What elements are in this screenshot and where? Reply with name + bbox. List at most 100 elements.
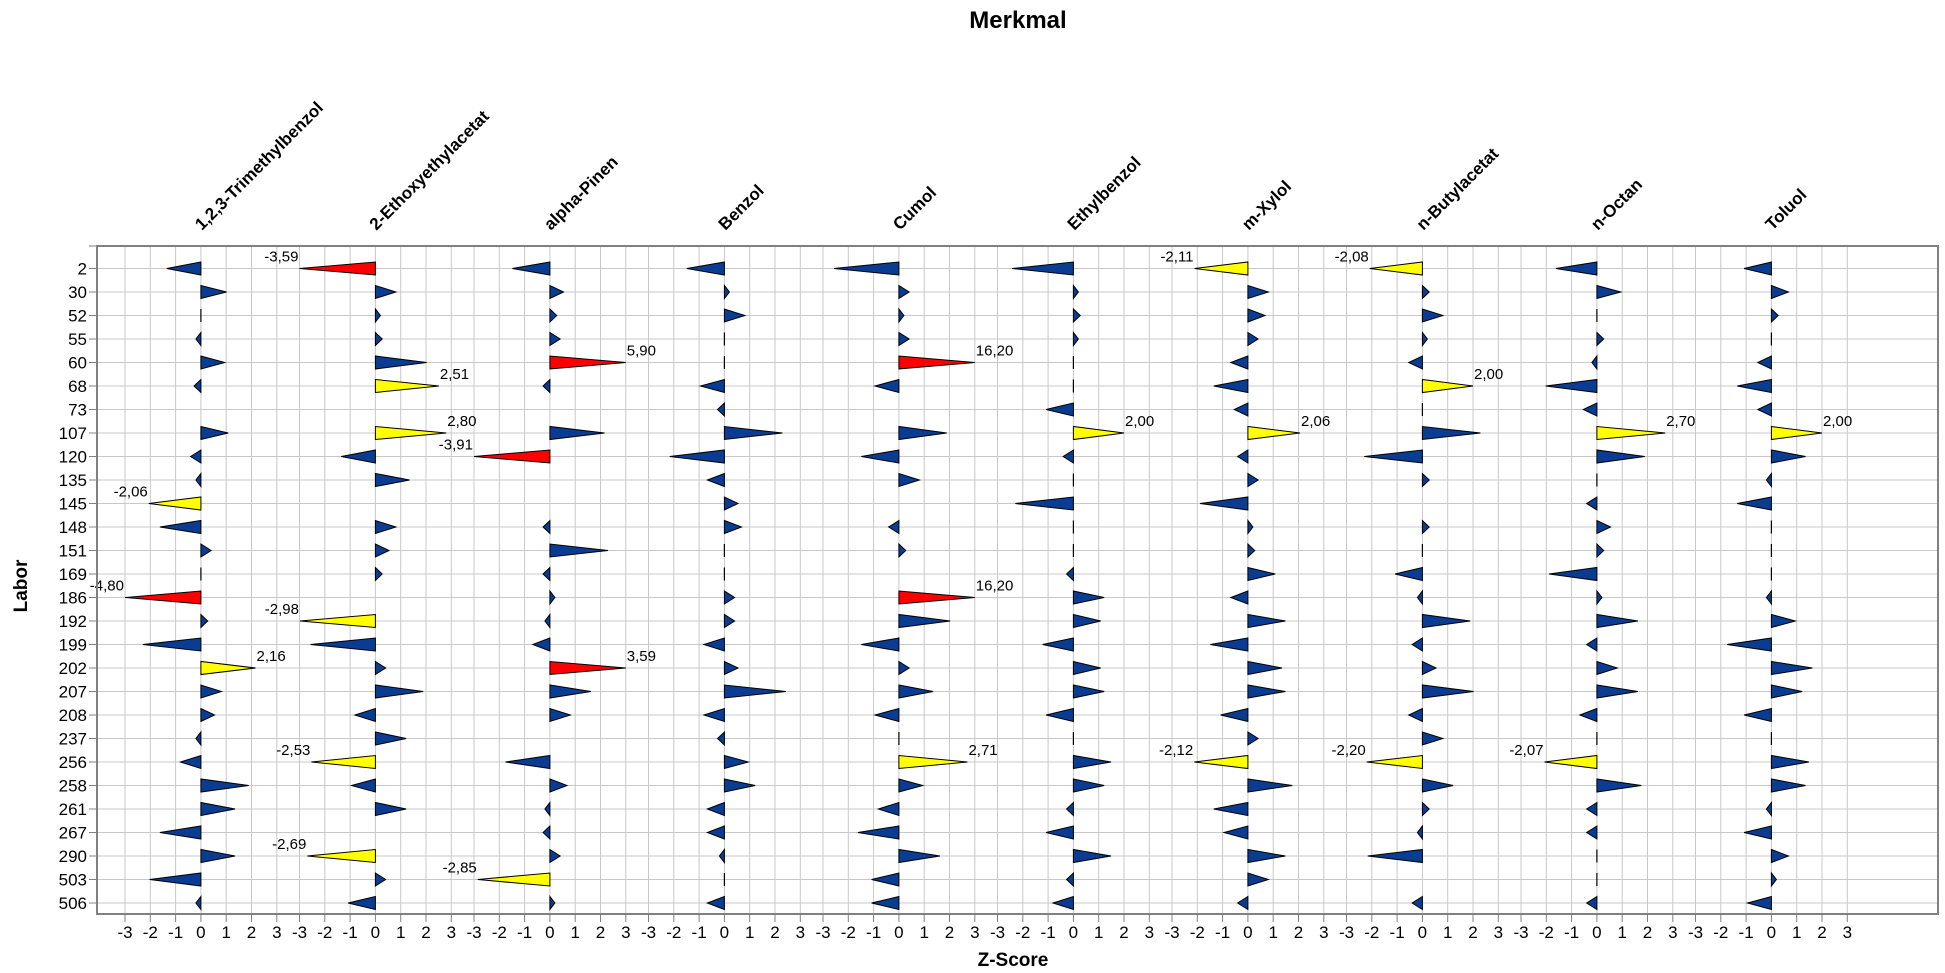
z-score-marker [1596,778,1642,793]
z-score-marker [723,660,740,676]
x-tick-label: 0 [894,923,903,942]
x-tick-label: 2 [1294,923,1303,942]
z-score-marker [857,825,900,840]
y-tick-label-lab: 202 [59,659,87,678]
z-score-marker [698,378,725,394]
x-tick-label: 2 [1817,923,1826,942]
z-score-marker [1233,402,1249,417]
z-score-marker [374,284,398,300]
z-score-marker [1072,307,1081,324]
z-score-marker [1596,613,1638,629]
z-score-marker [1194,261,1249,276]
x-tick-label: 0 [1069,923,1078,942]
z-score-marker [1421,613,1471,629]
x-tick-label: 0 [545,923,554,942]
z-score-marker [200,848,236,864]
z-score-marker [200,660,256,676]
x-tick-label: 2 [770,923,779,942]
z-score-marker [1421,660,1438,676]
z-score-marker [873,378,900,394]
z-score-marker [178,754,202,770]
z-score-marker [1765,801,1772,817]
x-tick-label: 1 [919,923,928,942]
z-score-marker [542,824,551,841]
z-score-marker [542,378,551,394]
z-score-marker [1596,684,1638,699]
z-score-marker [1062,449,1074,464]
z-score-marker [716,401,725,418]
z-score-marker [1549,566,1598,582]
z-score-marker [1072,284,1080,300]
z-score-marker [705,801,725,817]
z-score-marker [1045,825,1074,840]
z-score-marker [723,754,751,770]
z-score-value-label: 2,06 [1301,413,1330,430]
z-score-marker [1247,660,1283,676]
z-score-marker [1065,871,1074,888]
z-score-marker [1765,472,1772,488]
x-tick-label: 1 [1792,923,1801,942]
x-tick-label: -3 [815,923,830,942]
x-tick-label: 1 [1268,923,1277,942]
z-score-marker [189,449,202,464]
y-tick-label-lab: 256 [59,753,87,772]
z-score-marker [1756,355,1772,370]
z-score-marker [374,660,387,676]
z-score-marker [1369,261,1423,276]
x-tick-label: -3 [117,923,132,942]
z-score-marker [1770,871,1778,888]
z-score-marker [1770,848,1790,864]
z-score-marker [1421,331,1429,347]
z-score-marker [549,307,558,324]
z-score-marker [1042,637,1074,652]
z-score-marker [1596,449,1645,464]
z-score-marker [1743,825,1772,840]
z-score-marker [1596,589,1603,606]
z-score-value-label: -2,06 [114,484,148,501]
x-tick-label: -1 [1739,923,1754,942]
z-score-marker [195,730,202,747]
z-score-marker [1585,496,1598,511]
z-score-marker [347,895,376,911]
x-tick-label: -1 [1215,923,1230,942]
z-score-marker [1236,895,1249,911]
z-score-marker [374,566,383,582]
z-score-marker [1770,613,1798,629]
z-score-value-label: 2,80 [447,413,476,430]
z-score-marker [1421,801,1430,817]
z-score-marker [1416,824,1423,841]
chart-title: Merkmal [969,7,1066,34]
x-tick-label: -1 [1390,923,1405,942]
z-score-value-label: -2,98 [265,601,299,618]
x-tick-label: -2 [1015,923,1030,942]
z-score-marker [1770,684,1803,699]
z-score-value-label: -2,08 [1335,249,1369,266]
z-score-marker [898,307,905,324]
z-score-marker [1421,308,1445,323]
x-tick-label: -2 [841,923,856,942]
z-score-marker [1247,731,1260,746]
x-tick-label: -1 [692,923,707,942]
z-score-marker [374,307,382,324]
y-tick-label-lab: 506 [59,894,87,913]
y-tick-label-lab: 30 [68,283,87,302]
z-score-marker [374,543,391,558]
z-score-marker [702,707,725,723]
z-score-marker [702,637,725,652]
x-tick-label: -2 [1190,923,1205,942]
z-score-value-label: -2,69 [272,836,306,853]
z-score-marker [898,684,934,699]
z-score-marker [1247,519,1254,535]
x-tick-label: 3 [621,923,630,942]
x-tick-label: 0 [1767,923,1776,942]
z-score-marker [1394,566,1423,582]
z-score-marker [1222,825,1249,840]
z-score-marker [124,590,202,605]
z-score-marker [898,331,911,347]
z-score-marker [159,519,202,535]
z-score-marker [200,543,213,558]
x-tick-label: 3 [1668,923,1677,942]
x-tick-label: 2 [945,923,954,942]
x-tick-label: 2 [1468,923,1477,942]
z-score-marker [1072,613,1101,629]
